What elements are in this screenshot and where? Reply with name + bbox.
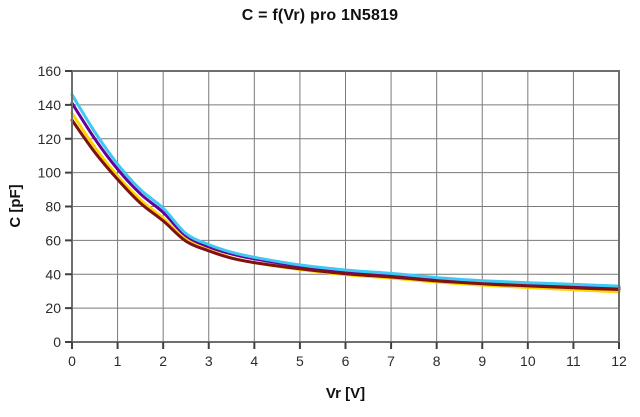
chart-title: C = f(Vr) pro 1N5819 bbox=[241, 7, 399, 24]
x-tick-label: 9 bbox=[478, 353, 486, 369]
series-dark-red bbox=[70, 118, 621, 291]
x-tick-label: 0 bbox=[68, 353, 76, 369]
y-tick-label: 100 bbox=[38, 165, 62, 181]
y-tick-label: 0 bbox=[53, 334, 61, 350]
x-tick-label: 6 bbox=[342, 353, 350, 369]
x-tick-label: 4 bbox=[250, 353, 258, 369]
x-tick-label: 12 bbox=[611, 353, 627, 369]
series-cyan bbox=[70, 93, 621, 288]
y-tick-label: 80 bbox=[45, 199, 61, 215]
x-tick-label: 1 bbox=[114, 353, 122, 369]
y-tick-label: 160 bbox=[38, 63, 62, 79]
y-tick-label: 140 bbox=[38, 97, 62, 113]
x-tick-label: 5 bbox=[296, 353, 304, 369]
x-axis-title: Vr [V] bbox=[325, 385, 366, 402]
x-tick-label: 8 bbox=[433, 353, 441, 369]
x-tick-label: 11 bbox=[566, 353, 581, 369]
x-tick-label: 10 bbox=[520, 353, 536, 369]
x-tick-label: 7 bbox=[387, 353, 395, 369]
x-tick-label: 2 bbox=[159, 353, 167, 369]
y-tick-label: 40 bbox=[45, 266, 61, 282]
y-tick-label: 120 bbox=[38, 131, 62, 147]
y-tick-label: 20 bbox=[45, 300, 61, 316]
x-tick-label: 3 bbox=[205, 353, 213, 369]
y-tick-label: 60 bbox=[45, 232, 61, 248]
